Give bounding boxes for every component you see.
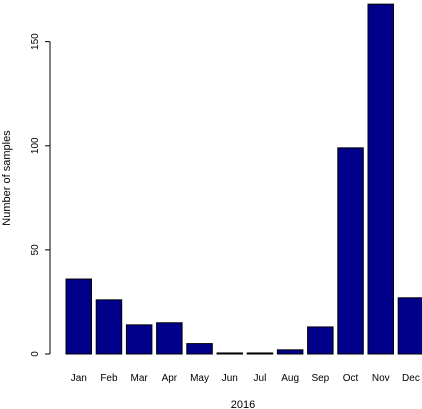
- bar-mar: [125, 324, 153, 355]
- y-tick-label: 50: [30, 244, 41, 256]
- bars-group: [65, 3, 422, 355]
- x-tick-label-mar: Mar: [131, 373, 149, 384]
- bar-jun: [216, 352, 243, 355]
- bar-apr: [156, 322, 183, 355]
- y-tick-label: 150: [30, 33, 41, 50]
- y-axis-title: Number of samples: [1, 130, 13, 226]
- x-tick-label-feb: Feb: [100, 373, 118, 384]
- bar-aug: [276, 349, 304, 355]
- y-tick-label: 0: [30, 351, 41, 357]
- bar-jan: [65, 278, 92, 355]
- x-tick-label-may: May: [190, 373, 209, 384]
- x-tick-label-sep: Sep: [311, 373, 329, 384]
- bar-oct: [337, 147, 364, 355]
- x-tick-label-oct: Oct: [343, 373, 359, 384]
- x-tick-label-apr: Apr: [162, 373, 178, 384]
- y-tick-label: 100: [30, 137, 41, 154]
- x-axis-title: 2016: [231, 399, 255, 409]
- y-axis-ticks: 0 50 100 150: [30, 33, 50, 357]
- bar-may: [186, 343, 213, 355]
- x-tick-label-jan: Jan: [71, 373, 87, 384]
- x-tick-label-dec: Dec: [402, 373, 420, 384]
- bar-jul: [246, 352, 274, 355]
- bar-dec: [397, 297, 422, 355]
- bar-feb: [95, 299, 123, 355]
- x-tick-label-nov: Nov: [372, 373, 390, 384]
- bar-sep: [307, 326, 334, 355]
- x-tick-label-jun: Jun: [222, 373, 238, 384]
- x-tick-label-aug: Aug: [281, 373, 299, 384]
- bar-nov: [367, 3, 394, 355]
- x-tick-label-jul: Jul: [254, 373, 267, 384]
- x-axis-labels: Jan Feb Mar Apr May Jun Jul Aug Sep Oct Nov Dec: [71, 373, 420, 384]
